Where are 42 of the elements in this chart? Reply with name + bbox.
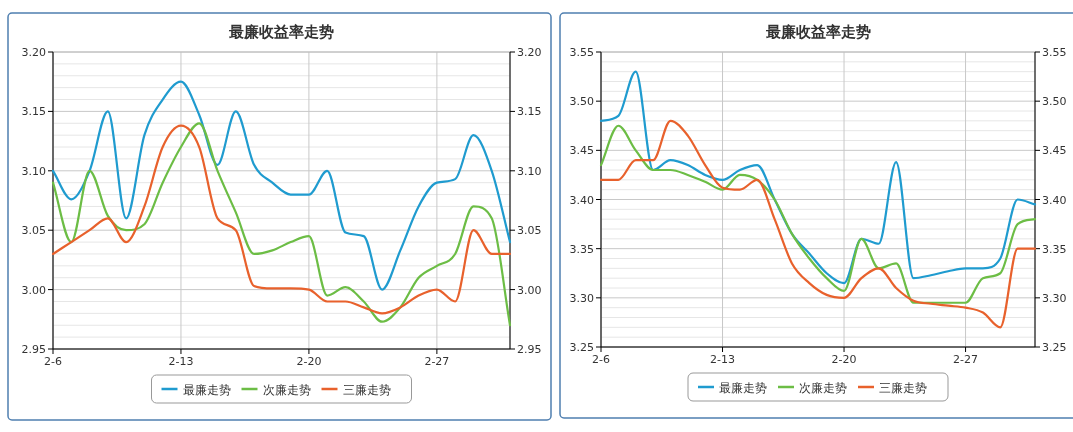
x-tick-label: 2-20 xyxy=(296,355,322,368)
y-tick-label: 3.40 xyxy=(569,193,594,207)
y2-tick-label: 3.40 xyxy=(1042,193,1067,207)
legend-label: 三廉走势 xyxy=(879,380,927,395)
y-tick-label: 3.20 xyxy=(21,46,46,59)
y2-tick-label: 3.00 xyxy=(517,283,542,297)
y-tick-label: 3.55 xyxy=(569,46,594,59)
y2-tick-label: 3.55 xyxy=(1042,46,1067,59)
y-tick-label: 3.00 xyxy=(21,283,46,297)
y2-tick-label: 3.05 xyxy=(517,224,542,238)
y-tick-label: 3.10 xyxy=(21,164,46,178)
x-tick-label: 2-13 xyxy=(710,353,735,366)
y-tick-label: 3.35 xyxy=(569,242,594,256)
legend-label: 最廉走势 xyxy=(182,382,231,397)
y2-tick-label: 3.15 xyxy=(517,105,542,119)
x-tick-label: 2-27 xyxy=(424,355,450,368)
y2-tick-label: 3.35 xyxy=(1042,242,1067,256)
chart-title: 最廉收益率走势 xyxy=(228,23,334,41)
y2-tick-label: 3.20 xyxy=(517,46,542,59)
y2-tick-label: 3.50 xyxy=(1042,95,1067,109)
y2-tick-label: 3.25 xyxy=(1042,341,1067,354)
legend-label: 次廉走势 xyxy=(262,382,311,397)
y2-tick-label: 2.95 xyxy=(517,343,542,356)
x-tick-label: 2-27 xyxy=(953,353,979,366)
x-tick-label: 2-6 xyxy=(44,355,62,368)
chart-title: 最廉收益率走势 xyxy=(764,23,871,41)
y2-tick-label: 3.45 xyxy=(1042,144,1067,158)
y-tick-label: 3.45 xyxy=(569,144,594,158)
y-tick-label: 2.95 xyxy=(21,343,46,356)
y-tick-label: 3.05 xyxy=(21,224,46,238)
y2-tick-label: 3.10 xyxy=(517,164,542,178)
x-tick-label: 2-20 xyxy=(831,353,857,366)
y-tick-label: 3.25 xyxy=(569,341,594,354)
x-tick-label: 2-13 xyxy=(168,355,194,368)
y2-tick-label: 3.30 xyxy=(1042,291,1067,305)
legend-label: 次廉走势 xyxy=(799,380,847,395)
y-tick-label: 3.15 xyxy=(21,105,46,119)
legend-label: 三廉走势 xyxy=(342,382,391,397)
y-tick-label: 3.30 xyxy=(569,291,594,305)
y-tick-label: 3.50 xyxy=(569,95,594,109)
x-tick-label: 2-6 xyxy=(592,353,610,366)
legend-label: 最廉走势 xyxy=(719,380,767,395)
